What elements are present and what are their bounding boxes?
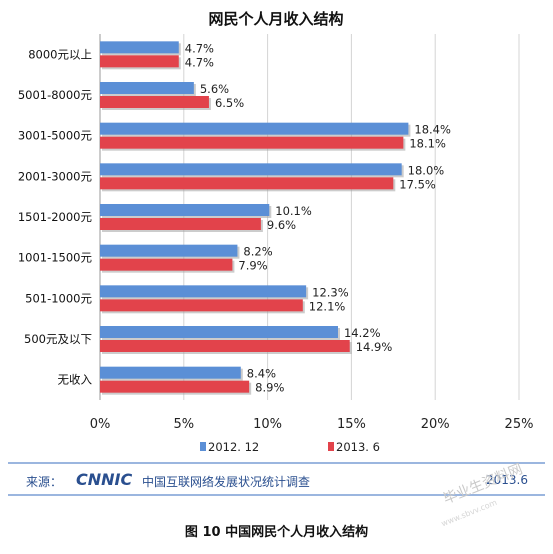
footer-top-rule <box>8 462 545 464</box>
category-label: 501-1000元 <box>25 291 92 305</box>
bar-series-2 <box>100 177 394 190</box>
chart-title: 网民个人月收入结构 <box>208 10 343 28</box>
source-label: 来源： <box>26 475 63 489</box>
bar-series-1 <box>100 122 409 135</box>
bar-series-2 <box>100 258 233 271</box>
bar-series-2 <box>100 299 303 312</box>
bar-series-1 <box>100 366 241 379</box>
data-label: 18.4% <box>414 123 451 137</box>
bar-series-2 <box>100 218 261 230</box>
data-label: 14.2% <box>344 326 381 340</box>
footer-bottom-rule <box>8 494 545 496</box>
bar-series-2 <box>100 380 250 393</box>
report-date: 2013.6 <box>486 473 528 487</box>
bar-series-2 <box>100 340 350 352</box>
data-label: 5.6% <box>200 82 229 96</box>
category-label: 5001-8000元 <box>18 88 93 102</box>
legend-label: 2013. 6 <box>336 440 380 454</box>
data-label: 4.7% <box>185 41 214 55</box>
category-label: 500元及以下 <box>24 332 92 346</box>
bar-series-1 <box>100 285 307 298</box>
data-label: 18.1% <box>409 137 446 151</box>
bar-series-1 <box>100 244 238 257</box>
bar-series-2 <box>100 136 404 149</box>
figure-caption: 图 10 中国网民个人月收入结构 <box>184 525 369 540</box>
data-label: 6.5% <box>215 96 244 110</box>
bar-series-1 <box>100 163 402 176</box>
category-label: 3001-5000元 <box>18 129 93 143</box>
source-row: 来源： CNNIC 中国互联网络发展状况统计调查 2013.6 <box>26 468 528 492</box>
data-label: 14.9% <box>356 340 393 354</box>
x-tick-label: 25% <box>505 417 534 432</box>
data-label: 8.9% <box>255 381 284 395</box>
category-label: 1001-1500元 <box>18 251 93 265</box>
legend-swatch <box>328 442 334 451</box>
cnnic-logo: CNNIC <box>76 470 132 489</box>
data-label: 18.0% <box>408 163 445 177</box>
bar-series-1 <box>100 41 179 54</box>
data-label: 8.2% <box>243 245 272 259</box>
data-label: 4.7% <box>185 55 214 69</box>
data-label: 17.5% <box>399 177 436 191</box>
bar-series-1 <box>100 82 194 94</box>
bar-series-1 <box>100 326 338 338</box>
data-label: 12.1% <box>309 299 346 313</box>
cnnic-logo-text: CNNIC <box>76 470 132 489</box>
data-label: 12.3% <box>312 285 349 299</box>
data-label: 9.6% <box>267 218 296 232</box>
bar-series-2 <box>100 55 179 68</box>
x-tick-label: 10% <box>253 417 282 432</box>
data-label: 10.1% <box>275 204 312 218</box>
legend-label: 2012. 12 <box>208 440 259 454</box>
category-label: 8000元以上 <box>28 47 92 61</box>
x-tick-label: 0% <box>90 417 111 432</box>
data-label: 8.4% <box>247 367 276 381</box>
x-tick-label: 5% <box>173 417 194 432</box>
bar-series-1 <box>100 204 270 216</box>
category-label: 1501-2000元 <box>18 210 93 224</box>
legend-swatch <box>200 442 206 451</box>
x-tick-label: 15% <box>337 417 366 432</box>
bar-series-2 <box>100 96 209 108</box>
category-label: 无收入 <box>58 373 93 387</box>
x-tick-label: 20% <box>421 417 450 432</box>
data-label: 7.9% <box>238 259 267 273</box>
category-label: 2001-3000元 <box>18 169 93 183</box>
source-org: 中国互联网络发展状况统计调查 <box>142 475 311 489</box>
